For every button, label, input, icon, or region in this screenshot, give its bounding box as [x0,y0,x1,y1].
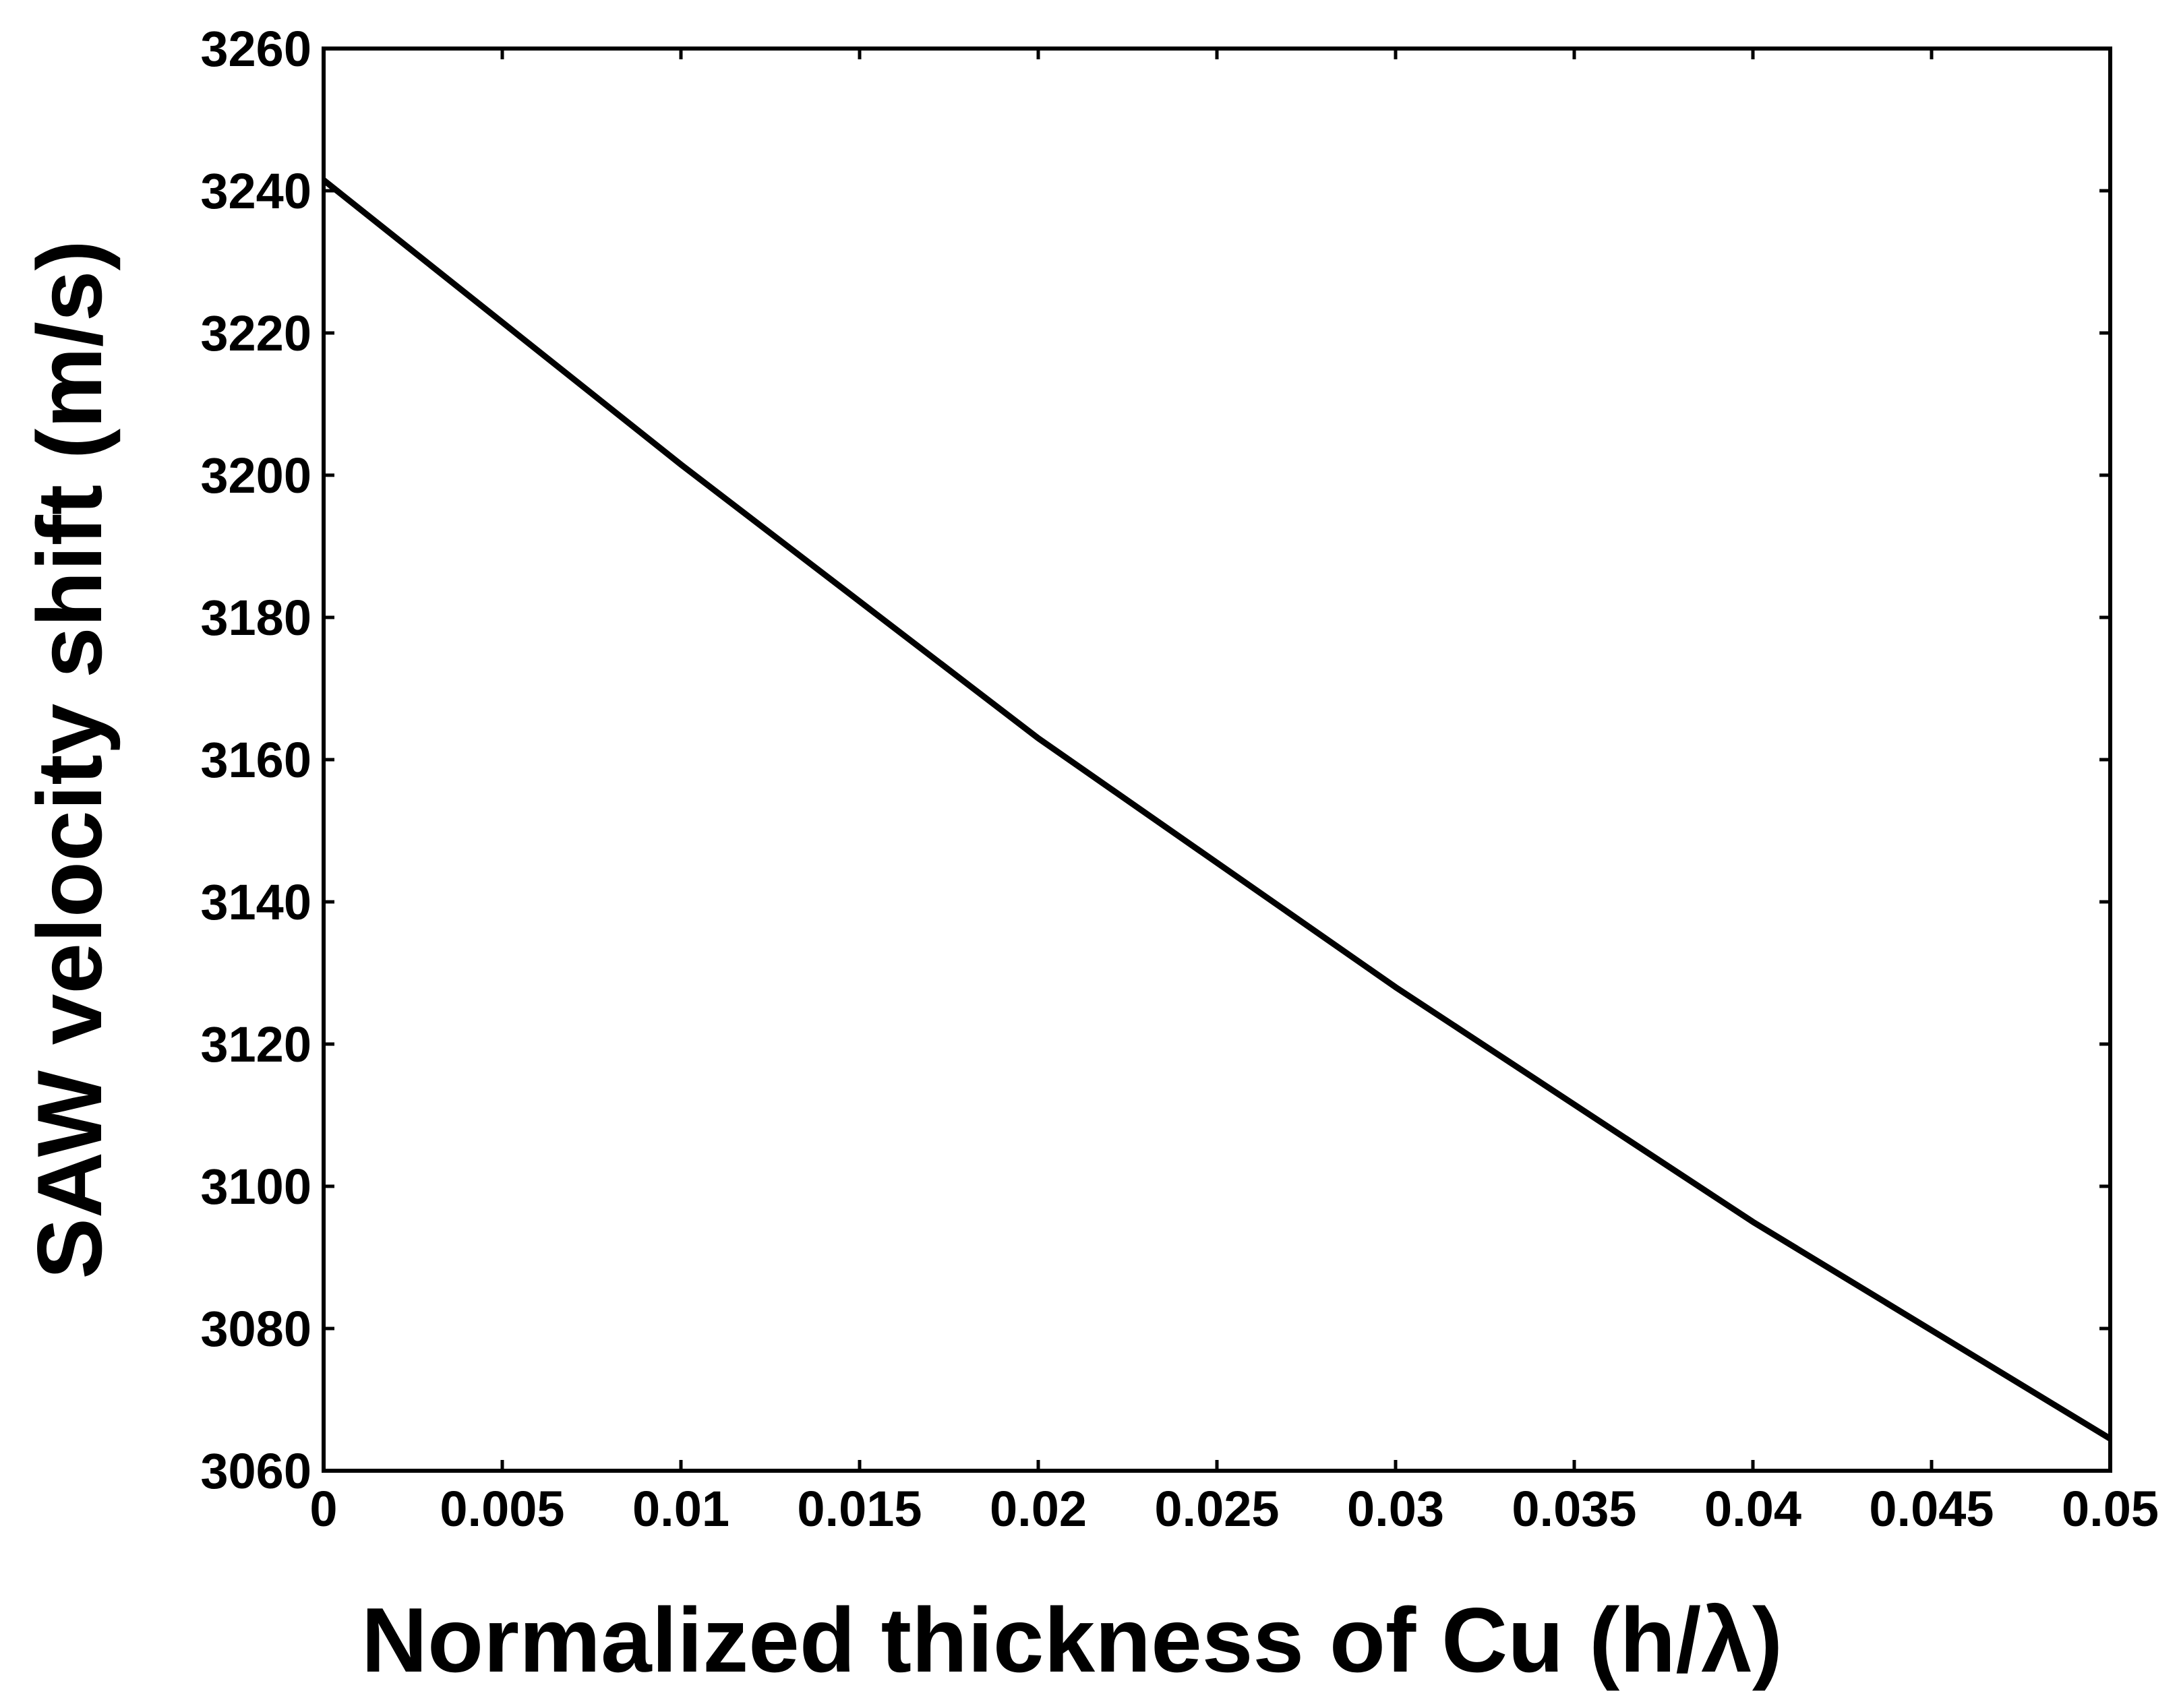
y-tick-label: 3120 [200,1016,311,1072]
y-tick-label: 3240 [200,163,311,219]
x-tick-label: 0.005 [440,1481,564,1537]
x-tick-label: 0.035 [1512,1481,1636,1537]
x-axis-title: Normalized thickness of Cu (h/λ) [361,1589,1783,1691]
y-tick-label: 3060 [200,1443,311,1499]
x-tick-label: 0.025 [1154,1481,1279,1537]
x-tick-label: 0.045 [1869,1481,1994,1537]
y-tick-label: 3100 [200,1159,311,1215]
y-tick-label: 3080 [200,1301,311,1357]
y-tick-label: 3220 [200,305,311,361]
x-tick-label: 0.03 [1347,1481,1444,1537]
x-tick-label: 0.02 [990,1481,1087,1537]
y-tick-label: 3260 [200,21,311,77]
y-tick-label: 3200 [200,448,311,504]
x-tick-label: 0.05 [2062,1481,2159,1537]
x-tick-label: 0.01 [632,1481,729,1537]
x-ticks: 0 0.005 0.01 0.015 0.02 0.025 0.03 0.035 0.04 0.0… [309,49,2159,1537]
series-line [322,177,2112,1442]
x-tick-label: 0.04 [1704,1481,1801,1537]
y-tick-label: 3140 [200,874,311,930]
series-layer [322,177,2112,1442]
x-tick-label: 0 [309,1481,337,1537]
y-ticks: 3060 3080 3100 3120 3140 3160 3180 3200 3220 3240… [200,21,2110,1499]
x-tick-label: 0.015 [797,1481,922,1537]
plot-area [322,47,2112,1473]
y-axis-title: SAW velocity shift (m/s) [18,240,121,1279]
y-tick-label: 3160 [200,732,311,788]
y-tick-label: 3180 [200,590,311,646]
